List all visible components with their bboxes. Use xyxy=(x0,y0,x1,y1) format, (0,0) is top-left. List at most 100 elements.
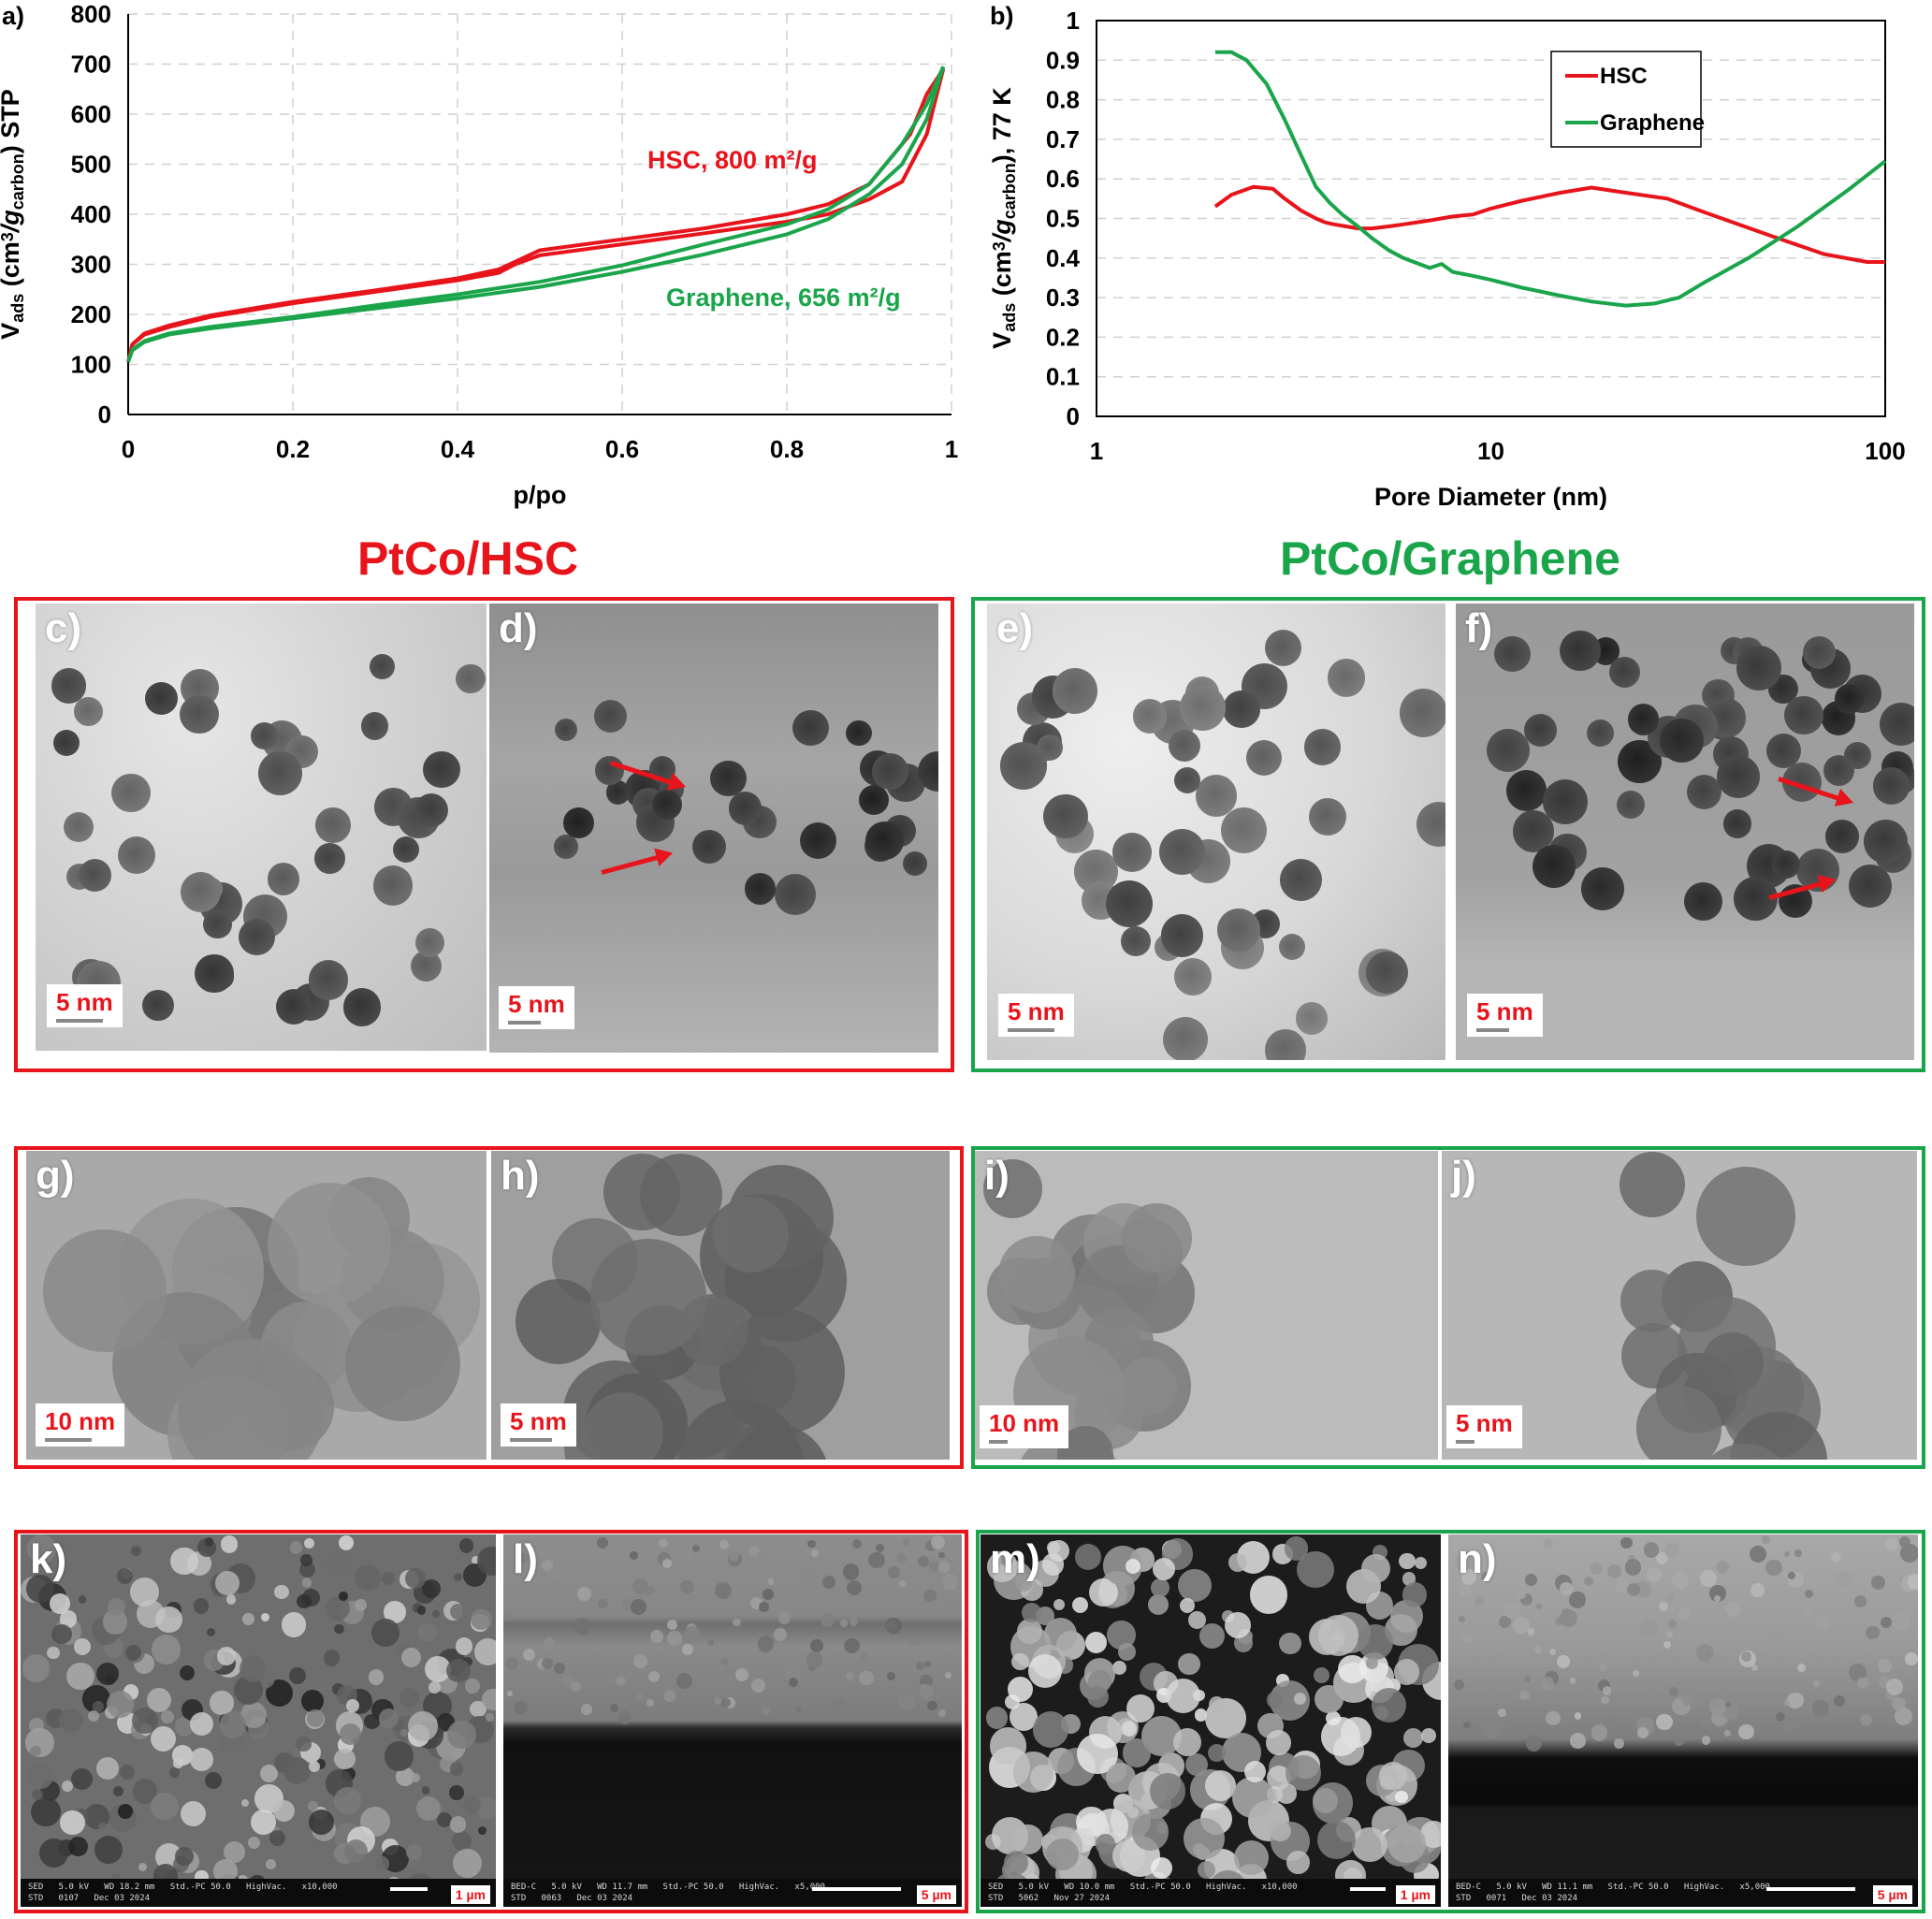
surface-texture xyxy=(1656,1713,1674,1731)
nanoparticle xyxy=(1173,958,1212,996)
surface-texture xyxy=(795,1706,802,1712)
surface-texture xyxy=(415,1796,441,1822)
sem-info-bar-m: SED 5.0 kV WD 10.0 mm Std.-PC 50.0 HighV… xyxy=(981,1879,1441,1907)
nanoparticle xyxy=(1493,635,1531,673)
surface-texture xyxy=(1709,1697,1727,1715)
surface-texture xyxy=(1671,1572,1689,1590)
surface-texture xyxy=(1784,1550,1791,1558)
surface-texture xyxy=(503,1613,511,1621)
surface-texture xyxy=(1460,1569,1477,1585)
surface-texture xyxy=(1032,1711,1069,1748)
nanoparticle xyxy=(710,760,747,797)
nanoparticle xyxy=(744,873,777,905)
surface-texture xyxy=(1199,1622,1226,1649)
surface-texture xyxy=(1655,1552,1668,1565)
surface-texture xyxy=(1358,1624,1394,1661)
surface-texture xyxy=(1155,1822,1169,1834)
surface-texture xyxy=(189,1711,214,1737)
surface-texture xyxy=(408,1710,439,1741)
surface-texture xyxy=(1180,1598,1196,1614)
nanoparticle xyxy=(1179,685,1226,732)
surface-texture xyxy=(1341,1716,1373,1748)
sem-meta-m: SED 5.0 kV WD 10.0 mm Std.-PC 50.0 HighV… xyxy=(988,1883,1298,1903)
surface-texture xyxy=(1724,1601,1741,1618)
nanoparticle xyxy=(554,835,578,859)
nanoparticle xyxy=(1173,766,1200,793)
nanoparticle xyxy=(728,792,763,825)
nanoparticle xyxy=(78,858,112,892)
annotation-hsc: HSC, 800 m²/g xyxy=(647,146,818,174)
y-axis-title-part: V xyxy=(0,323,24,340)
surface-texture xyxy=(49,1592,70,1614)
surface-texture xyxy=(400,1648,422,1668)
nanoparticle xyxy=(1879,702,1914,746)
surface-texture xyxy=(1249,1576,1288,1614)
nanoparticle xyxy=(1168,730,1200,763)
surface-texture xyxy=(384,1601,406,1623)
surface-texture xyxy=(92,1701,104,1713)
surface-texture xyxy=(843,1637,860,1654)
surface-texture xyxy=(1329,1631,1345,1647)
surface-texture xyxy=(1751,1665,1759,1672)
surface-texture xyxy=(1125,1558,1140,1574)
surface-texture xyxy=(944,1671,952,1679)
surface-texture xyxy=(756,1553,764,1562)
surface-texture xyxy=(1502,1720,1517,1736)
surface-texture xyxy=(1286,1851,1310,1874)
nanoparticle xyxy=(52,730,80,757)
surface-texture xyxy=(809,1638,824,1653)
nanoparticle xyxy=(1543,779,1589,825)
surface-texture xyxy=(1907,1574,1918,1590)
surface-texture xyxy=(1708,1585,1727,1603)
surface-texture xyxy=(648,1671,661,1683)
nanoparticle xyxy=(1105,880,1153,928)
surface-texture xyxy=(1559,1581,1573,1595)
surface-texture xyxy=(326,1596,351,1621)
surface-texture xyxy=(411,1773,420,1782)
surface-texture xyxy=(1041,1553,1065,1576)
surface-texture xyxy=(334,1624,344,1635)
surface-texture xyxy=(458,1538,474,1553)
surface-texture xyxy=(997,1235,1076,1314)
nanoparticle xyxy=(1823,754,1855,787)
surface-texture xyxy=(1022,1602,1042,1622)
surface-texture xyxy=(706,1638,715,1646)
sem-info-bar-n: BED-C 5.0 kV WD 11.1 mm Std.-PC 50.0 Hig… xyxy=(1448,1879,1918,1907)
surface-texture xyxy=(452,1848,483,1879)
panel-label-n: n) xyxy=(1458,1536,1497,1582)
nanoparticle xyxy=(1416,801,1445,847)
surface-texture xyxy=(1669,1687,1678,1696)
surface-texture xyxy=(1244,1760,1267,1782)
y-axis-title-part: ) STP xyxy=(0,89,24,153)
surface-texture xyxy=(1525,1735,1543,1752)
surface-texture xyxy=(1633,1669,1640,1677)
surface-texture xyxy=(616,1676,626,1686)
surface-texture xyxy=(1599,1663,1607,1672)
surface-texture xyxy=(924,1660,931,1667)
surface-texture xyxy=(45,1607,55,1618)
nanoparticle xyxy=(1784,696,1823,735)
y-axis-title-part: V xyxy=(988,332,1016,349)
surface-texture xyxy=(1372,1687,1407,1723)
surface-texture xyxy=(205,1772,222,1789)
surface-texture xyxy=(399,1728,408,1737)
surface-texture xyxy=(1184,1818,1225,1859)
surface-texture xyxy=(1620,1152,1686,1218)
surface-texture xyxy=(453,1572,462,1582)
surface-texture xyxy=(1527,1628,1534,1636)
surface-texture xyxy=(554,1662,565,1674)
y-tick-label: 0.5 xyxy=(1046,205,1080,233)
surface-texture xyxy=(1723,1730,1731,1737)
surface-texture xyxy=(31,1797,61,1827)
surface-texture xyxy=(1010,1652,1029,1671)
surface-texture xyxy=(504,1657,518,1670)
surface-texture xyxy=(1315,1684,1344,1714)
surface-texture xyxy=(1121,1721,1137,1737)
sem-info-bar-l: BED-C 5.0 kV WD 11.7 mm Std.-PC 50.0 Hig… xyxy=(503,1879,962,1907)
sem-scale-n: 5 µm xyxy=(1872,1885,1912,1904)
scale-bar-c: 5 nm xyxy=(47,984,123,1027)
series-line-graphene xyxy=(1214,50,1887,308)
surface-texture xyxy=(43,1228,167,1353)
surface-texture xyxy=(1378,1761,1408,1791)
y-tick-label: 0.8 xyxy=(1046,86,1080,114)
